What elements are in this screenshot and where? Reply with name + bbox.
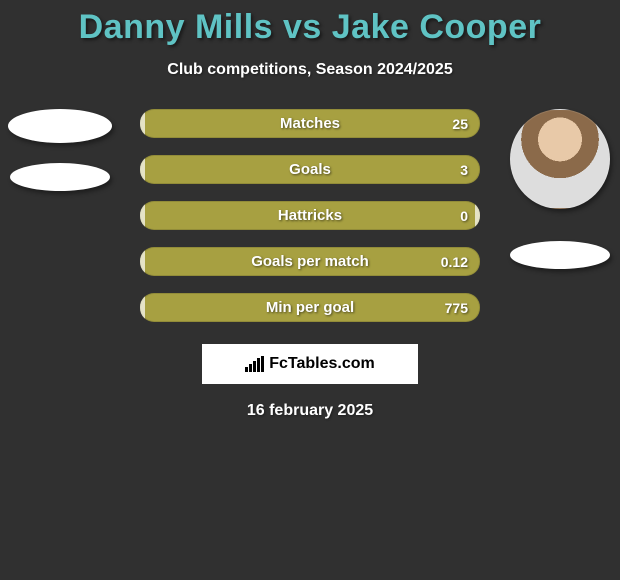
player-left-column (0, 109, 120, 191)
update-date: 16 february 2025 (0, 402, 620, 420)
player-right-column (500, 109, 620, 269)
page-title: Danny Mills vs Jake Cooper (0, 0, 620, 47)
stat-label: Hattricks (140, 201, 480, 230)
stat-bar: Matches25 (140, 109, 480, 138)
stat-bar: Goals3 (140, 155, 480, 184)
stat-value-right: 3 (460, 155, 468, 184)
stat-bar: Hattricks0 (140, 201, 480, 230)
stat-label: Min per goal (140, 293, 480, 322)
stat-value-right: 25 (452, 109, 468, 138)
stat-label: Matches (140, 109, 480, 138)
player-right-badge-placeholder (510, 241, 610, 269)
stat-label: Goals per match (140, 247, 480, 276)
brand-chart-icon (245, 356, 265, 372)
brand-text: FcTables.com (269, 355, 375, 373)
player-left-badge-placeholder (10, 163, 110, 191)
stat-label: Goals (140, 155, 480, 184)
player-right-avatar (510, 109, 610, 209)
stat-value-right: 0 (460, 201, 468, 230)
stat-bars: Matches25 Goals3 Hattricks0 Goals per match… (140, 109, 480, 322)
stat-bar: Min per goal775 (140, 293, 480, 322)
stat-value-right: 775 (445, 293, 468, 322)
brand-box: FcTables.com (202, 344, 418, 384)
page-subtitle: Club competitions, Season 2024/2025 (0, 61, 620, 79)
stat-bar: Goals per match0.12 (140, 247, 480, 276)
comparison-area: Matches25 Goals3 Hattricks0 Goals per match… (0, 109, 620, 322)
player-left-avatar-placeholder (8, 109, 112, 143)
stat-value-right: 0.12 (441, 247, 468, 276)
